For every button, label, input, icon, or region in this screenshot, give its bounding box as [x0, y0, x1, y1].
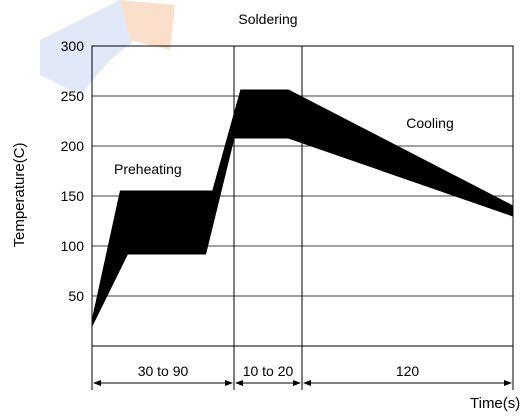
y-tick-labels: 50 100 150 200 250 300: [61, 38, 85, 304]
zone-labels: Preheating Soldering Cooling: [114, 11, 454, 177]
temperature-band-area: [91, 89, 514, 327]
duration-dimension-lines: 30 to 90 10 to 20 120: [93, 363, 512, 386]
watermark-logo: [40, 0, 175, 95]
dimension-arrowhead: [225, 380, 233, 386]
y-tick-label: 100: [61, 238, 85, 254]
temperature-band: [91, 89, 514, 327]
zone-duration-label: 10 to 20: [243, 363, 294, 379]
y-tick-label: 150: [61, 188, 85, 204]
y-tick-label: 50: [68, 288, 84, 304]
dimension-arrowhead: [303, 380, 311, 386]
x-axis-label: Time(s): [470, 395, 520, 412]
y-axis-label: Temperature(C): [11, 142, 28, 247]
zone-name-label: Cooling: [406, 115, 453, 131]
y-tick-label: 300: [61, 38, 85, 54]
zone-duration-label: 30 to 90: [138, 363, 189, 379]
zone-name-label: Soldering: [238, 11, 297, 27]
dimension-arrowhead: [293, 380, 301, 386]
dimension-arrowhead: [504, 380, 512, 386]
dimension-arrowhead: [93, 380, 101, 386]
zone-name-label: Preheating: [114, 161, 182, 177]
y-tick-label: 250: [61, 88, 85, 104]
zone-duration-label: 120: [396, 363, 420, 379]
y-tick-label: 200: [61, 138, 85, 154]
dimension-arrowhead: [235, 380, 243, 386]
